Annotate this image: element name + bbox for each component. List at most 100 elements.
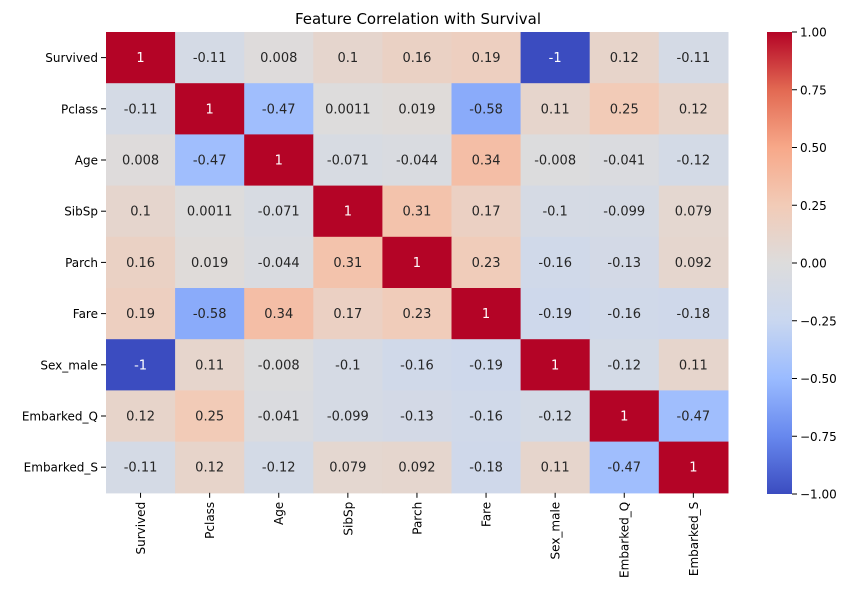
cell-value-label: -0.099 xyxy=(603,205,645,220)
colorbar-tick-label: −0.50 xyxy=(800,372,837,386)
column-tick-labels: Survived Pclass Age SibSp Parch Fare Sex_male E… xyxy=(134,492,701,578)
row-tick-label: Sex_male xyxy=(40,358,98,372)
cell-value-label: 0.079 xyxy=(675,205,712,220)
cell-value-label: -0.47 xyxy=(262,102,296,117)
heatmap-cell xyxy=(520,83,591,135)
cell-value-label: 0.008 xyxy=(260,51,297,66)
heatmap-cell xyxy=(175,83,245,135)
cell-value-label: -0.1 xyxy=(335,358,360,373)
cell-value-label: 0.31 xyxy=(402,205,431,220)
heatmap-cell xyxy=(520,441,591,494)
cell-value-label: 0.17 xyxy=(472,205,501,220)
cell-value-label: -0.044 xyxy=(258,256,300,271)
cell-value-label: 0.19 xyxy=(126,307,155,322)
heatmap-cell xyxy=(244,441,314,494)
cell-value-label: 0.31 xyxy=(333,256,362,271)
cell-value-label: -0.1 xyxy=(542,205,567,220)
cell-value-label: -1 xyxy=(134,358,147,373)
cell-value-label: -0.19 xyxy=(538,307,572,322)
cell-value-label: 0.092 xyxy=(398,461,435,476)
cell-value-label: -0.47 xyxy=(193,154,227,169)
column-tick-label: Parch xyxy=(410,502,424,535)
cell-value-label: -0.12 xyxy=(538,410,572,425)
colorbar-tick-label: 0.25 xyxy=(800,199,827,213)
heatmap-cell xyxy=(520,236,591,289)
heatmap-cell xyxy=(589,441,660,494)
heatmap-cell xyxy=(451,441,522,494)
cell-value-label: -0.18 xyxy=(677,307,711,322)
cell-value-label: 0.079 xyxy=(329,461,366,476)
heatmap-cell xyxy=(244,134,314,187)
cell-value-label: -0.008 xyxy=(258,358,300,373)
cell-value-label: -0.16 xyxy=(469,410,503,425)
row-tick-label: Survived xyxy=(45,51,98,65)
heatmap-cell xyxy=(589,236,660,289)
heatmap-cell xyxy=(106,32,176,84)
heatmap-cell xyxy=(382,441,453,494)
cell-value-label: 0.11 xyxy=(195,358,224,373)
heatmap-cell xyxy=(451,236,522,289)
heatmap-cell xyxy=(175,134,245,187)
heatmap-cell xyxy=(313,134,383,187)
heatmap-cell xyxy=(244,32,314,84)
cell-value-label: 0.19 xyxy=(472,51,501,66)
heatmap-cell xyxy=(520,288,591,340)
column-tick-label: Embarked_Q xyxy=(618,502,632,578)
heatmap-cell xyxy=(382,185,453,238)
cell-value-label: 0.0011 xyxy=(187,205,233,220)
cell-value-label: 1 xyxy=(136,51,144,66)
cell-value-label: 0.16 xyxy=(126,256,155,271)
heatmap-cell xyxy=(244,185,314,238)
cell-value-label: 0.34 xyxy=(264,307,293,322)
heatmap-cell xyxy=(244,288,314,340)
colorbar: 1.00 0.75 0.50 0.25 0.00 −0.25 −0.50 −0.75 −1.00 xyxy=(767,26,837,502)
row-tick-label: Pclass xyxy=(61,102,98,116)
cell-value-label: 0.12 xyxy=(610,51,639,66)
heatmap-cell xyxy=(244,83,314,135)
heatmap-cell xyxy=(106,236,176,289)
cell-value-label: 1 xyxy=(275,154,283,169)
heatmap-cell xyxy=(589,185,660,238)
cell-value-label: -0.11 xyxy=(677,51,711,66)
cell-value-label: 1 xyxy=(344,205,352,220)
heatmap-cell xyxy=(658,441,729,494)
cell-value-label: 0.11 xyxy=(679,358,708,373)
heatmap-cell xyxy=(106,83,176,135)
cell-value-label: -0.041 xyxy=(603,154,645,169)
heatmap-cell xyxy=(589,288,660,340)
heatmap-cell xyxy=(520,32,591,84)
heatmap-cell xyxy=(313,288,383,340)
heatmap-cell xyxy=(658,236,729,289)
cell-value-label: 0.23 xyxy=(402,307,431,322)
heatmap-cell xyxy=(313,83,383,135)
column-tick-label: Age xyxy=(272,502,286,525)
cell-value-label: 0.17 xyxy=(333,307,362,322)
colorbar-tick-label: 1.00 xyxy=(800,26,827,40)
row-tick-label: Age xyxy=(75,154,98,168)
row-tick-label: Embarked_S xyxy=(24,461,98,475)
cell-value-label: -0.19 xyxy=(469,358,503,373)
cell-value-label: -0.11 xyxy=(124,102,158,117)
heatmap-cell xyxy=(382,83,453,135)
heatmap-cell xyxy=(520,339,591,391)
colorbar-tick-label: 0.75 xyxy=(800,83,827,97)
heatmap-cell xyxy=(106,185,176,238)
cell-value-label: -0.13 xyxy=(400,410,434,425)
heatmap-cell xyxy=(313,339,383,391)
heatmap-cell xyxy=(589,83,660,135)
cell-value-label: -0.12 xyxy=(677,154,711,169)
heatmap-cell xyxy=(520,185,591,238)
heatmap-cell xyxy=(451,339,522,391)
cell-value-label: 0.019 xyxy=(191,256,228,271)
heatmap-cell xyxy=(520,390,591,443)
colorbar-gradient xyxy=(767,32,792,494)
heatmap-cell xyxy=(106,288,176,340)
heatmap-cell xyxy=(175,441,245,494)
row-tick-label: SibSp xyxy=(64,205,98,219)
cell-value-label: 1 xyxy=(689,461,697,476)
colorbar-tick-label: −1.00 xyxy=(800,488,837,502)
heatmap-cell xyxy=(658,288,729,340)
heatmap-cell xyxy=(313,32,383,84)
cell-value-label: 1 xyxy=(551,358,559,373)
heatmap-cell xyxy=(175,32,245,84)
